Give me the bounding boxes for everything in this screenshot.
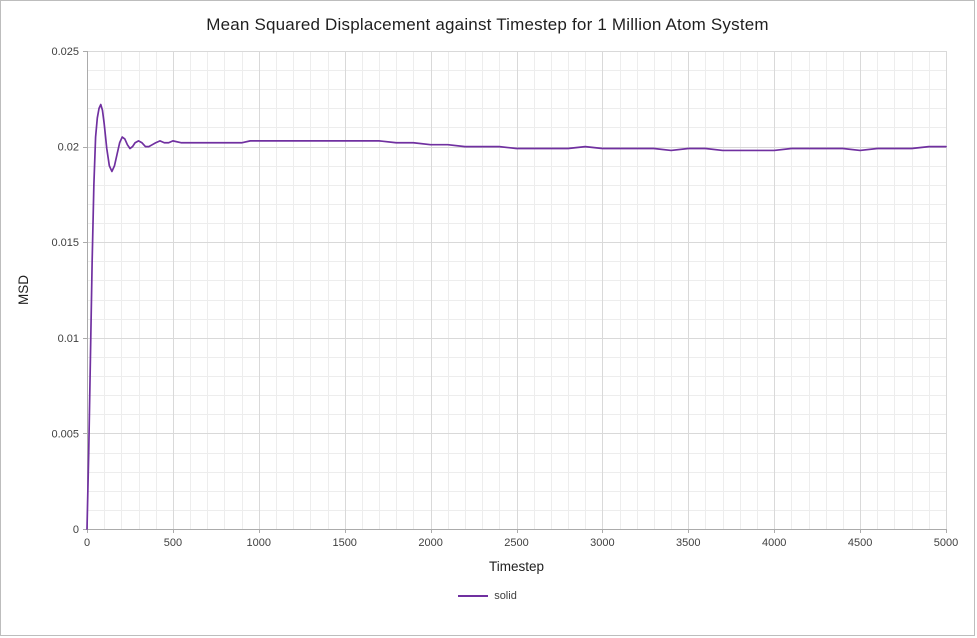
- y-axis-title: MSD: [16, 275, 31, 305]
- plot-area: 0 500 1000 1500 2000 2500 3000 3500 4000 4500 5000…: [16, 46, 958, 574]
- x-tick-label: 4500: [848, 537, 872, 549]
- chart-title: Mean Squared Displacement against Timest…: [206, 15, 769, 34]
- x-tick-label: 1500: [332, 537, 356, 549]
- y-tick-label: 0.015: [51, 237, 79, 249]
- y-tick-label: 0.01: [58, 333, 79, 345]
- legend-label: solid: [494, 590, 517, 602]
- legend: solid: [458, 586, 517, 606]
- x-tick-label: 500: [164, 537, 182, 549]
- x-tick-label: 2500: [504, 537, 528, 549]
- x-tick-label: 3500: [676, 537, 700, 549]
- y-tick-label: 0: [73, 524, 79, 536]
- y-tick-label: 0.025: [51, 46, 79, 58]
- legend-line-sample: [458, 595, 489, 597]
- x-tick-label: 2000: [418, 537, 442, 549]
- x-tick-label: 5000: [934, 537, 958, 549]
- x-tick-label: 4000: [762, 537, 786, 549]
- x-tick-label: 0: [84, 537, 90, 549]
- x-axis-title: Timestep: [489, 559, 544, 574]
- x-tick-label: 3000: [590, 537, 614, 549]
- y-tick-label: 0.005: [51, 428, 79, 440]
- x-tick-label: 1000: [247, 537, 271, 549]
- series-line-solid: [86, 103, 947, 530]
- y-tick-label: 0.02: [58, 142, 79, 154]
